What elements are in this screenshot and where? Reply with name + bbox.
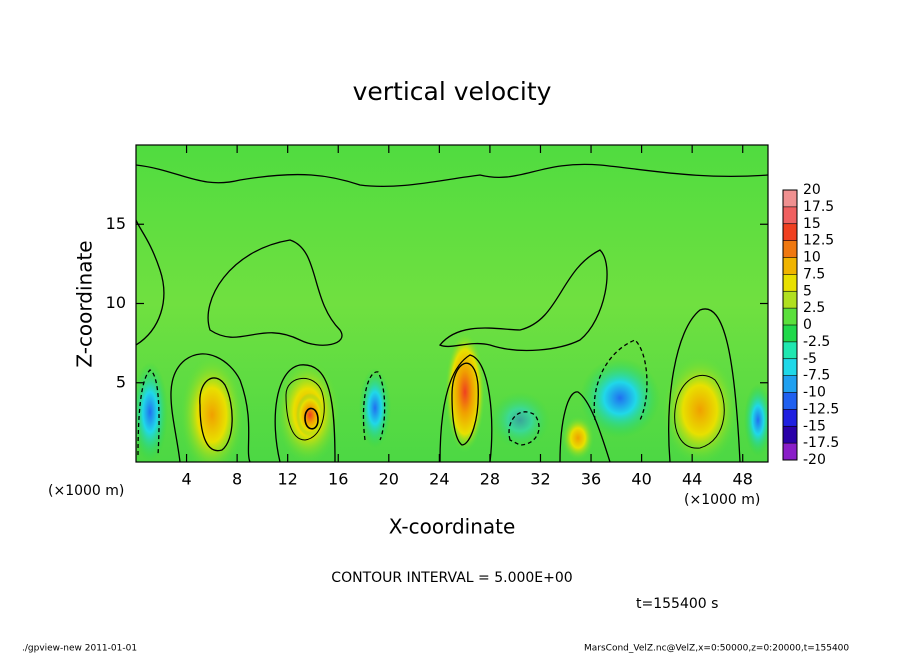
time-label: t=155400 s (636, 596, 718, 612)
x-tick-label: 40 (631, 470, 651, 489)
colorbar-label: -20 (803, 452, 826, 468)
contour-interval: CONTOUR INTERVAL = 5.000E+00 (331, 570, 572, 586)
colorbar-band (783, 358, 797, 376)
x-tick-label: 36 (581, 470, 601, 489)
colorbar-label: -15 (803, 418, 826, 434)
colorbar-label: 5 (803, 283, 812, 299)
colorbar-band (783, 325, 797, 342)
colorbar-label: -12.5 (803, 401, 839, 417)
colorbar-label: 10 (803, 250, 821, 266)
colorbar-label: 7.5 (803, 266, 825, 282)
colorbar-band (783, 240, 797, 258)
x-tick-label: 12 (278, 470, 298, 489)
x-tick-label: 32 (530, 470, 550, 489)
y-axis-label: Z-coordinate (73, 240, 97, 367)
x-tick-label: 4 (181, 470, 191, 489)
x-tick-label: 44 (682, 470, 702, 489)
chart-title: vertical velocity (353, 77, 552, 106)
colorbar-label: 20 (803, 182, 821, 198)
x-tick-label: 24 (429, 470, 449, 489)
colorbar-band (783, 291, 797, 309)
x-unit: (×1000 m) (684, 492, 760, 508)
colorbar-label: 12.5 (803, 233, 834, 249)
colorbar-label: -5 (803, 351, 817, 367)
colorbar-label: -7.5 (803, 368, 830, 384)
x-tick-label: 48 (733, 470, 753, 489)
colorbar-label: -10 (803, 385, 826, 401)
colorbar-band (783, 206, 797, 224)
x-tick-label: 20 (379, 470, 399, 489)
colorbar-band (783, 409, 797, 427)
colorbar-band (783, 257, 797, 275)
x-unit: (×1000 m) (48, 483, 124, 499)
colorbar-label: 0 (803, 317, 812, 333)
y-tick-label: 10 (106, 293, 126, 312)
y-tick-label: 5 (116, 372, 126, 391)
colorbar-label: -2.5 (803, 334, 830, 350)
colorbar-band (783, 375, 797, 393)
contour-field (136, 145, 768, 462)
colorbar-label: 17.5 (803, 199, 834, 215)
x-axis-label: X-coordinate (389, 515, 516, 539)
colorbar-band (783, 341, 797, 359)
colorbar-band (783, 274, 797, 292)
footer-left: ./gpview-new 2011-01-01 (22, 644, 137, 654)
colorbar-label: 15 (803, 216, 821, 232)
x-tick-label: 16 (328, 470, 348, 489)
colorbar-band (783, 443, 797, 460)
colorbar-label: -17.5 (803, 435, 839, 451)
colorbar-band (783, 223, 797, 241)
x-tick-label: 8 (232, 470, 242, 489)
colorbar-band (783, 308, 797, 325)
colorbar-band (783, 190, 797, 207)
colorbar-band (783, 426, 797, 444)
colorbar-label: 2.5 (803, 300, 825, 316)
y-tick-label: 15 (106, 214, 126, 233)
colorbar-band (783, 392, 797, 410)
x-tick-label: 28 (480, 470, 500, 489)
footer-right: MarsCond_VelZ.nc@VelZ,x=0:50000,z=0:2000… (584, 644, 849, 654)
